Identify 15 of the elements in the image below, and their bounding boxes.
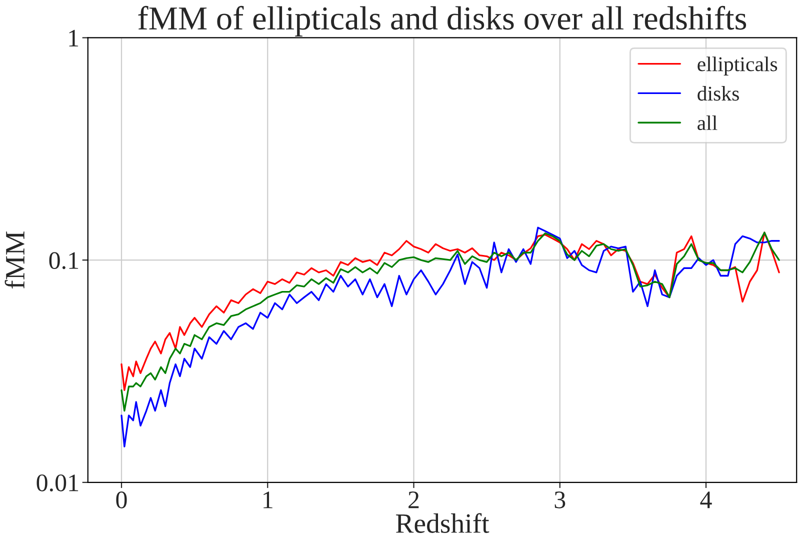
y-axis-title: fMM [4, 232, 24, 289]
legend-label: all [698, 115, 718, 130]
y-tick-label: 1 [69, 30, 78, 46]
x-tick-label: 3 [554, 492, 566, 508]
legend-label: disks [698, 86, 739, 101]
legend-label: ellipticals [698, 56, 778, 76]
y-tick-label: 0.1 [49, 252, 78, 270]
x-tick-label: 4 [700, 492, 712, 508]
x-tick-label: 0 [116, 491, 127, 508]
x-tick-label: 1 [264, 492, 272, 508]
x-axis-title: Redshift [396, 513, 490, 533]
line-series [120, 226, 780, 448]
x-tick-label: 2 [408, 492, 419, 508]
y-tick-label: 0.01 [36, 474, 78, 492]
chart-title: fMM of ellipticals and disks over all redshifts [138, 6, 746, 36]
